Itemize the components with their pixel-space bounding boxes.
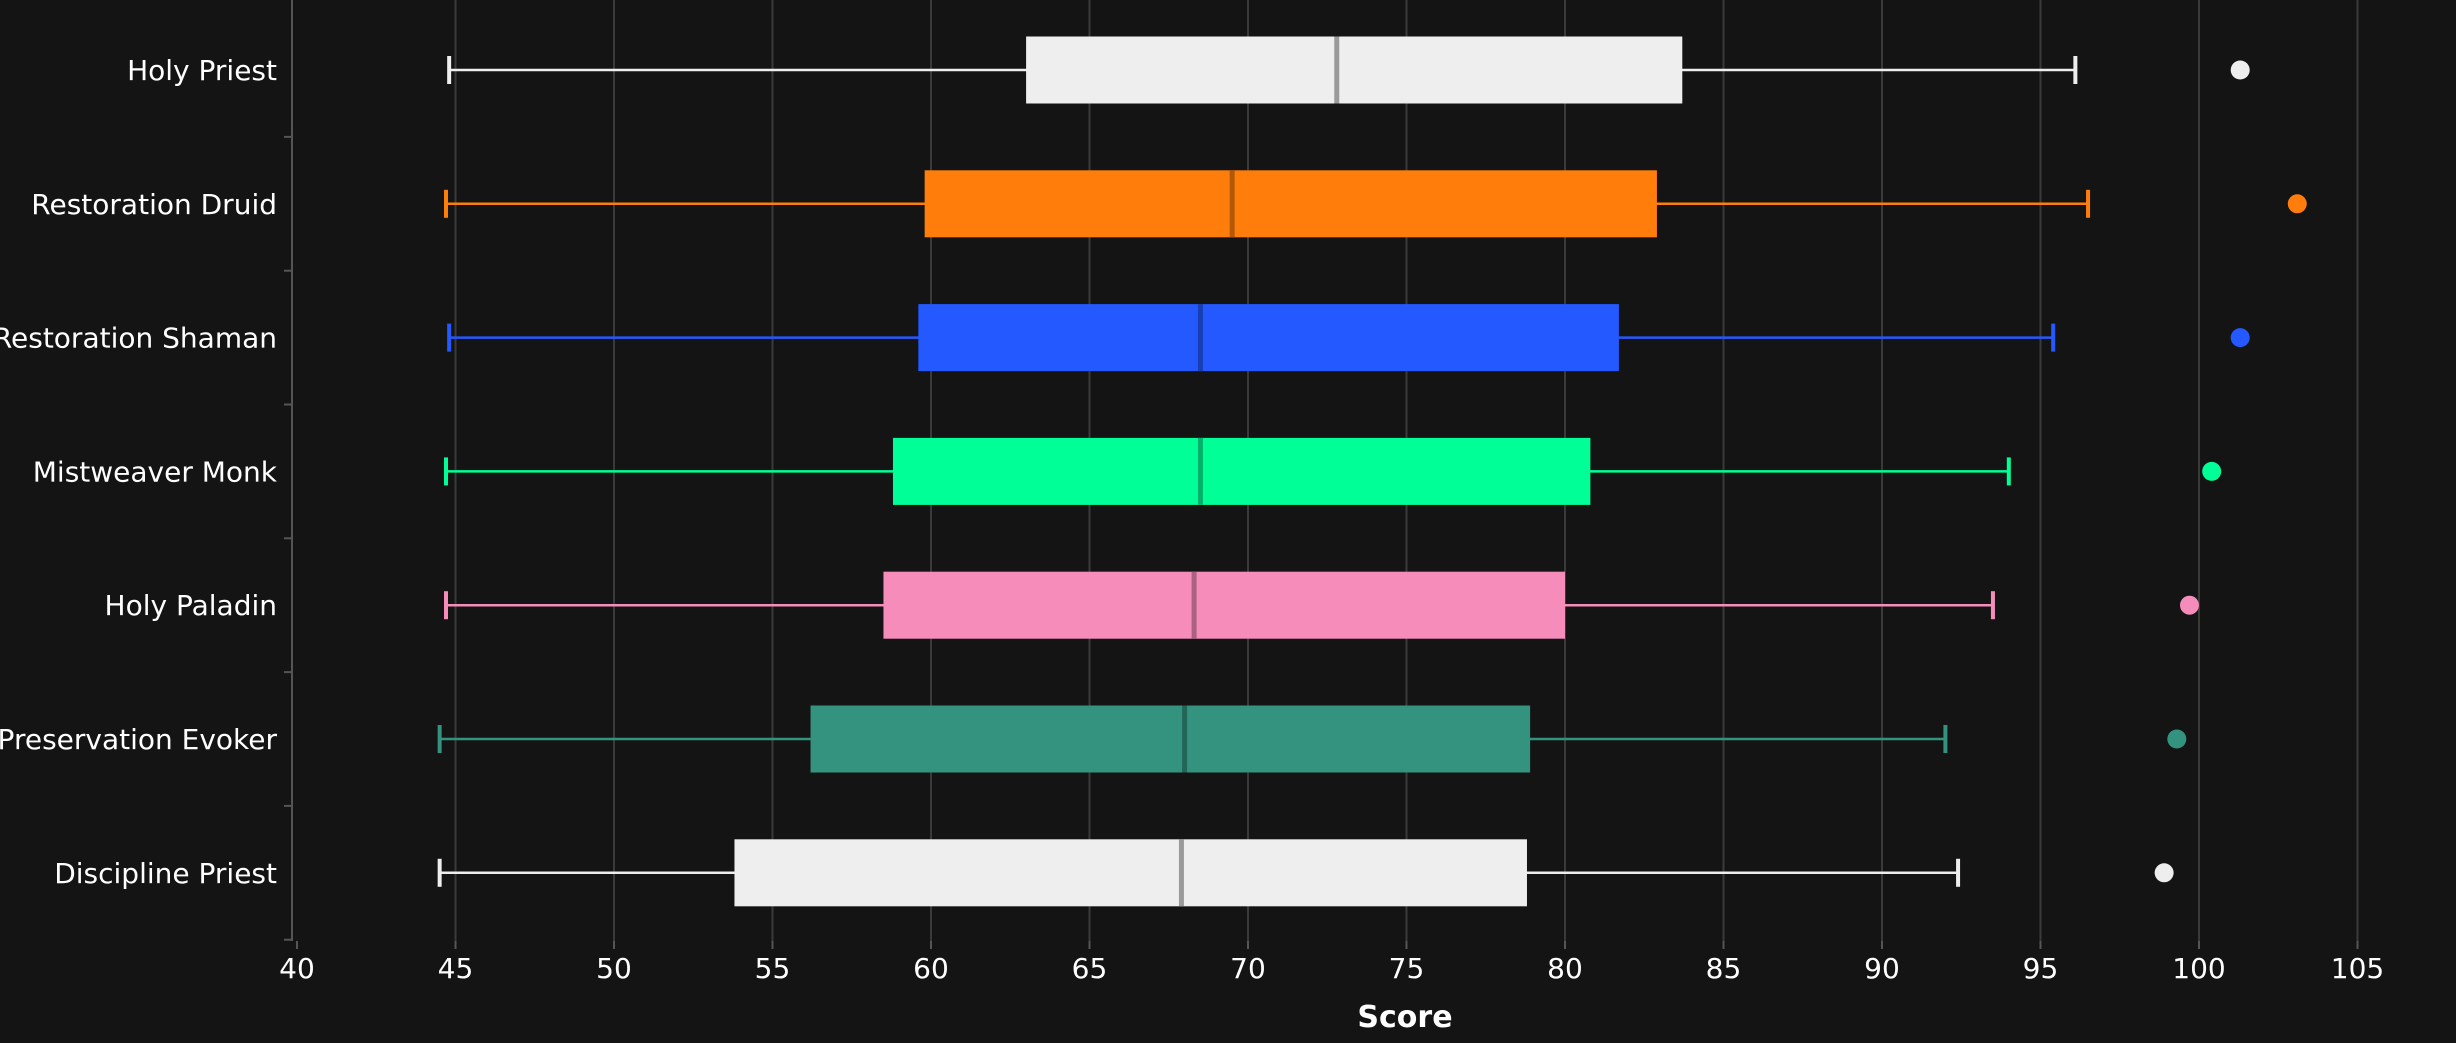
category-label: Holy Priest	[127, 54, 277, 87]
category-label: Holy Paladin	[105, 589, 277, 622]
iqr-box	[1026, 36, 1683, 104]
axes	[284, 0, 2359, 949]
box-preservation-evoker	[437, 705, 2187, 773]
category-label: Preservation Evoker	[0, 723, 277, 756]
x-tick-label: 75	[1389, 952, 1425, 985]
category-label: Restoration Druid	[31, 188, 277, 221]
outlier-point	[2179, 595, 2199, 615]
outlier-point	[2230, 60, 2250, 80]
box-holy-priest	[447, 36, 2250, 104]
iqr-box	[924, 170, 1657, 238]
x-tick-label: 90	[1864, 952, 1900, 985]
x-tick-label: 105	[2331, 952, 2384, 985]
x-axis-title: Score	[1357, 1000, 1452, 1035]
x-tick-label: 45	[438, 952, 474, 985]
category-label: Mistweaver Monk	[33, 455, 278, 488]
category-labels: Holy Priest Restoration Druid Restoration …	[0, 54, 278, 890]
x-tick-label: 85	[1706, 952, 1742, 985]
iqr-box	[918, 304, 1619, 372]
x-tick-label: 60	[913, 952, 949, 985]
category-label: Restoration Shaman	[0, 322, 277, 355]
x-tick-label: 40	[279, 952, 315, 985]
box-discipline-priest	[437, 839, 2174, 907]
outlier-point	[2202, 461, 2222, 481]
x-tick-label: 95	[2023, 952, 2059, 985]
x-tick-label: 70	[1230, 952, 1266, 985]
outlier-point	[2230, 328, 2250, 348]
iqr-box	[734, 839, 1527, 907]
outlier-point	[2154, 863, 2174, 883]
x-tick-label: 80	[1547, 952, 1583, 985]
box-mistweaver-monk	[443, 437, 2222, 505]
box-restoration-druid	[443, 170, 2307, 238]
iqr-box	[810, 705, 1531, 773]
box-series	[437, 36, 2307, 907]
iqr-box	[892, 437, 1591, 505]
x-tick-label: 100	[2172, 952, 2225, 985]
x-tick-labels: 40 45 50 55 60 65 70 75 80 85 90 95 100 105	[279, 952, 2384, 985]
outlier-point	[2287, 194, 2307, 214]
x-tick-label: 50	[596, 952, 632, 985]
iqr-box	[883, 571, 1565, 639]
x-tick-label: 55	[755, 952, 791, 985]
box-holy-paladin	[443, 571, 2199, 639]
category-label: Discipline Priest	[54, 857, 277, 890]
x-tick-label: 65	[1072, 952, 1108, 985]
box-restoration-shaman	[447, 304, 2250, 372]
outlier-point	[2167, 729, 2187, 749]
